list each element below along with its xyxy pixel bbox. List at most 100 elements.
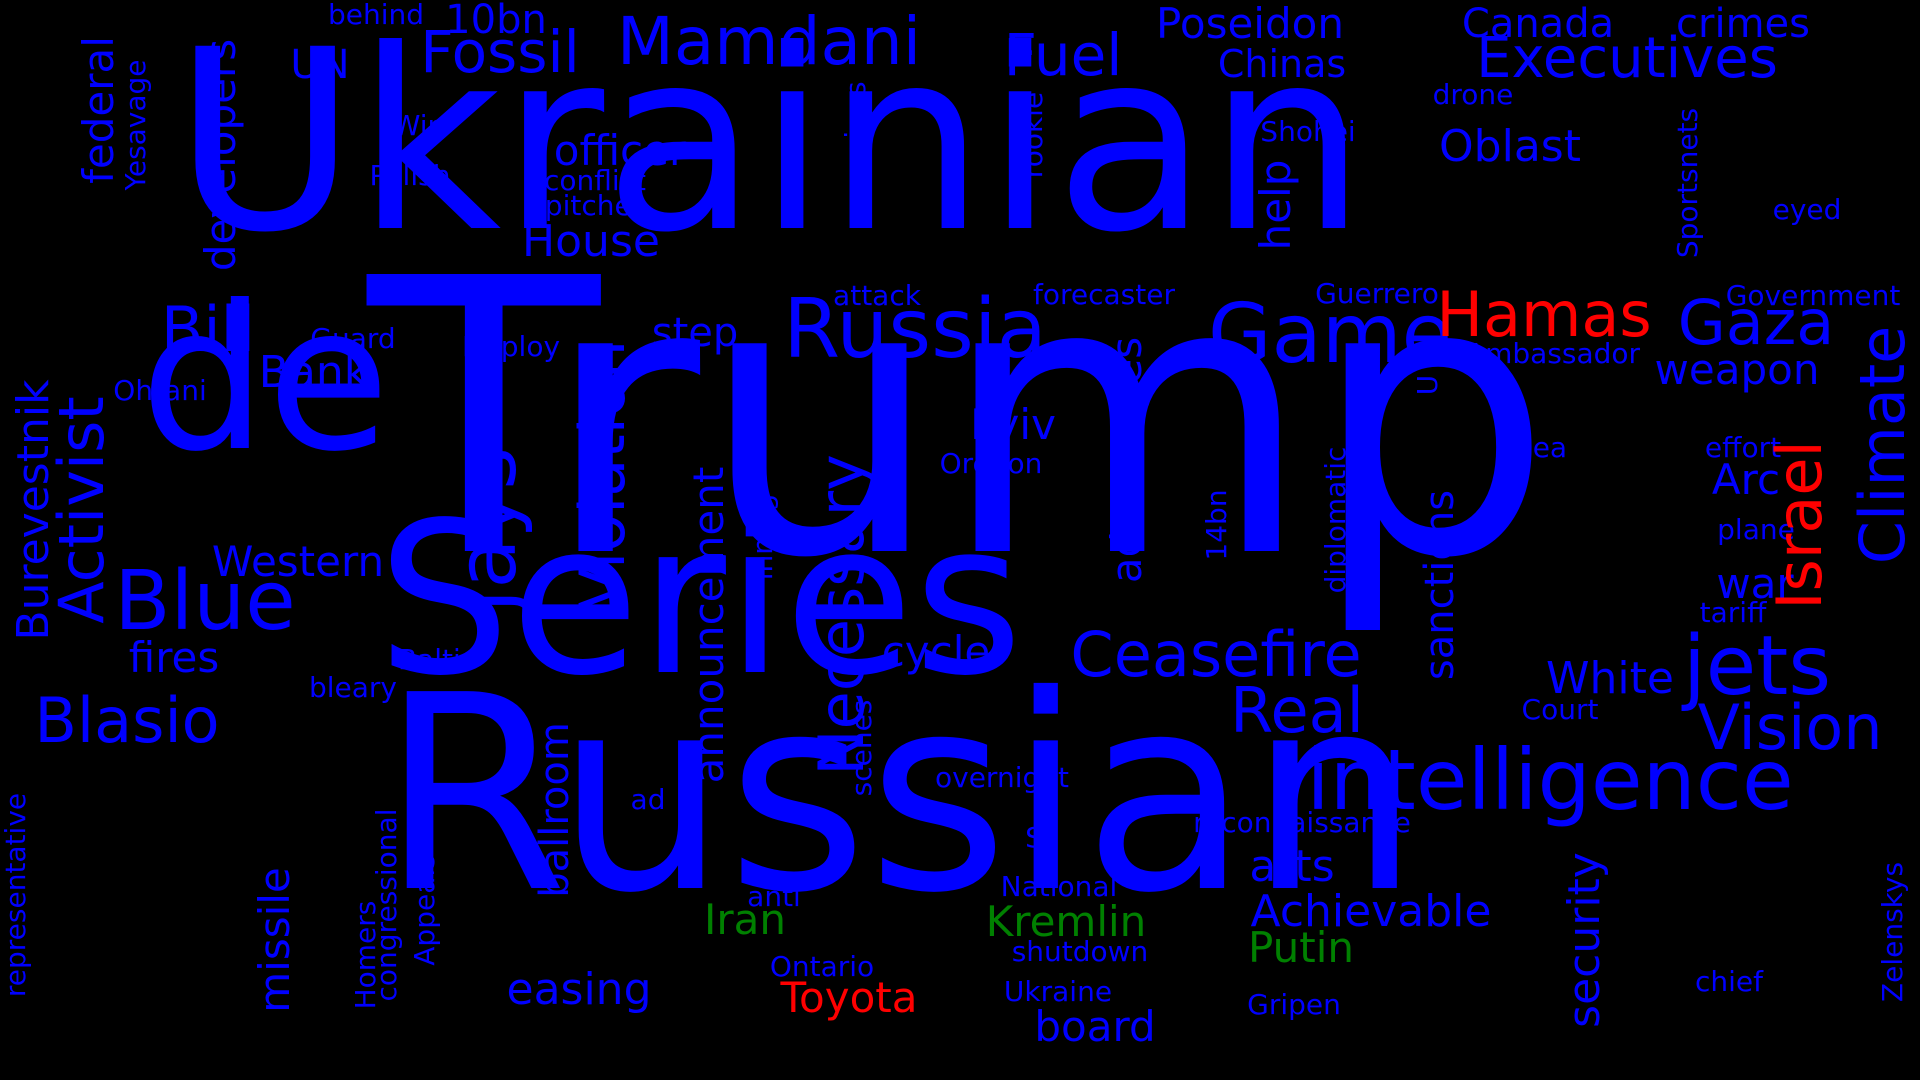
word-cycle: cycle xyxy=(881,627,991,676)
word-10bn: 10bn xyxy=(445,0,547,43)
word-ballroom: ballroom xyxy=(532,722,578,898)
word-ad: ad xyxy=(630,783,666,816)
word-bank: Bank xyxy=(258,347,370,398)
word-mamdani: Mamdani xyxy=(616,3,922,80)
word-guard: Guard xyxy=(310,322,396,355)
word-homers: Homers xyxy=(349,900,382,1010)
word-regions: regions xyxy=(839,81,872,185)
word-russia: Russia xyxy=(783,282,1047,377)
word-oblast: Oblast xyxy=(1439,121,1581,172)
word-help: help xyxy=(1251,159,1300,251)
word-kyiv: Kyiv xyxy=(970,400,1056,449)
word-iran: Iran xyxy=(703,895,787,944)
word-activist: Activist xyxy=(45,396,118,624)
word-easing: easing xyxy=(506,964,652,1015)
word-vision: Vision xyxy=(1697,691,1883,764)
word-de: de xyxy=(140,263,390,496)
word-eyed: eyed xyxy=(1772,193,1842,226)
word-appeals: Appeals xyxy=(408,854,441,966)
word-israel: Israel xyxy=(1763,440,1836,610)
word-ukrainian: Ukrainian xyxy=(173,0,1367,287)
word-achievable: Achievable xyxy=(1250,886,1492,937)
word-fuel: Fuel xyxy=(1003,21,1123,89)
word-series: Series xyxy=(377,477,1023,722)
word-tariff: tariff xyxy=(1699,596,1767,629)
word-game: Game xyxy=(1207,287,1453,382)
word-u: U xyxy=(1411,374,1444,396)
word-14bn: 14bn xyxy=(1200,489,1233,561)
word-baltic: Baltic xyxy=(397,643,477,676)
word-sportsnets: Sportsnets xyxy=(1671,107,1704,259)
word-sanctions: sanctions xyxy=(1417,489,1463,681)
word-white: White xyxy=(1546,653,1674,704)
word-gaza: Gaza xyxy=(1677,286,1835,359)
word-ceasefire: Ceasefire xyxy=(1070,618,1362,691)
word-executives: Executives xyxy=(1476,26,1778,91)
word-court: Court xyxy=(1521,693,1599,726)
word-arc: Arc xyxy=(1711,455,1781,504)
word-war: war xyxy=(1716,559,1794,608)
word-putin: Putin xyxy=(1248,923,1354,972)
word-toyota: Toyota xyxy=(780,973,918,1022)
word-rookie: rookie xyxy=(1016,91,1049,179)
word-ambassador: Ambassador xyxy=(1465,337,1641,370)
word-shohei: Shohei xyxy=(1260,115,1356,148)
word-diplomatic: diplomatic xyxy=(1319,446,1352,594)
word-bill: Bill xyxy=(160,293,256,366)
word-effort: effort xyxy=(1704,431,1782,464)
word-overnight: overnight xyxy=(935,761,1069,794)
word-oregon: Oregon xyxy=(939,447,1043,480)
word-board: board xyxy=(1034,1002,1156,1051)
word-trump: Trump xyxy=(367,198,1553,641)
word-blue: Blue xyxy=(114,554,296,649)
word-deploy: Deploy xyxy=(461,330,561,363)
word-ontario: Ontario xyxy=(769,950,875,983)
word-government: Government xyxy=(1725,279,1901,312)
word-fires: fires xyxy=(128,633,220,682)
word-announcement: announcement xyxy=(684,466,733,784)
word-un: UN xyxy=(290,42,350,88)
word-blasio: Blasio xyxy=(34,684,220,757)
word-weapon: weapon xyxy=(1654,345,1820,394)
word-representative: representative xyxy=(0,792,32,998)
word-step: step xyxy=(651,310,739,356)
word-conflict: conflict xyxy=(543,164,647,197)
word-yesavage: Yesavage xyxy=(119,59,152,191)
word-shutdown: shutdown xyxy=(1011,935,1149,968)
word-jets: jets xyxy=(1682,619,1832,714)
word-fossil: Fossil xyxy=(420,18,580,86)
word-pitcher: pitcher xyxy=(544,189,644,222)
word-gripen: Gripen xyxy=(1247,988,1341,1021)
word-national: National xyxy=(1000,870,1118,903)
word-guerrero: Guerrero xyxy=(1315,277,1439,310)
word-real: Real xyxy=(1230,674,1364,747)
word-security: security xyxy=(1559,852,1610,1028)
word-violation: Violation xyxy=(566,339,639,611)
word-canada: Canada xyxy=(1461,1,1615,47)
word-kremlin: Kremlin xyxy=(985,897,1147,946)
word-chinas: Chinas xyxy=(1217,42,1347,86)
word-western: Western xyxy=(211,537,385,586)
word-forecaster: forecaster xyxy=(1033,278,1175,311)
word-poseidon: Poseidon xyxy=(1156,0,1344,48)
word-officer: officer xyxy=(553,126,687,175)
word-bleary: bleary xyxy=(308,671,398,704)
word-zelenskys: Zelenskys xyxy=(1876,861,1909,1003)
word-advantages: advantages xyxy=(1102,336,1151,584)
word-chief: chief xyxy=(1694,965,1764,998)
word-arts: arts xyxy=(1249,841,1335,892)
word-win: Win xyxy=(392,109,446,142)
word-inning: inning xyxy=(746,493,779,581)
word-ohtani: Ohtani xyxy=(113,374,207,407)
word-sea: Sea xyxy=(1514,431,1568,464)
word-anti: anti xyxy=(747,880,801,913)
word-crimes: crimes xyxy=(1676,1,1810,47)
word-federal: federal xyxy=(74,36,123,184)
word-drone: drone xyxy=(1432,78,1514,111)
word-plane: plane xyxy=(1717,513,1795,546)
word-intelligence: intelligence xyxy=(1306,731,1794,829)
word-polish: Polish xyxy=(369,159,451,192)
word-hamas: Hamas xyxy=(1436,278,1652,351)
word-climate: Climate xyxy=(1846,325,1919,565)
